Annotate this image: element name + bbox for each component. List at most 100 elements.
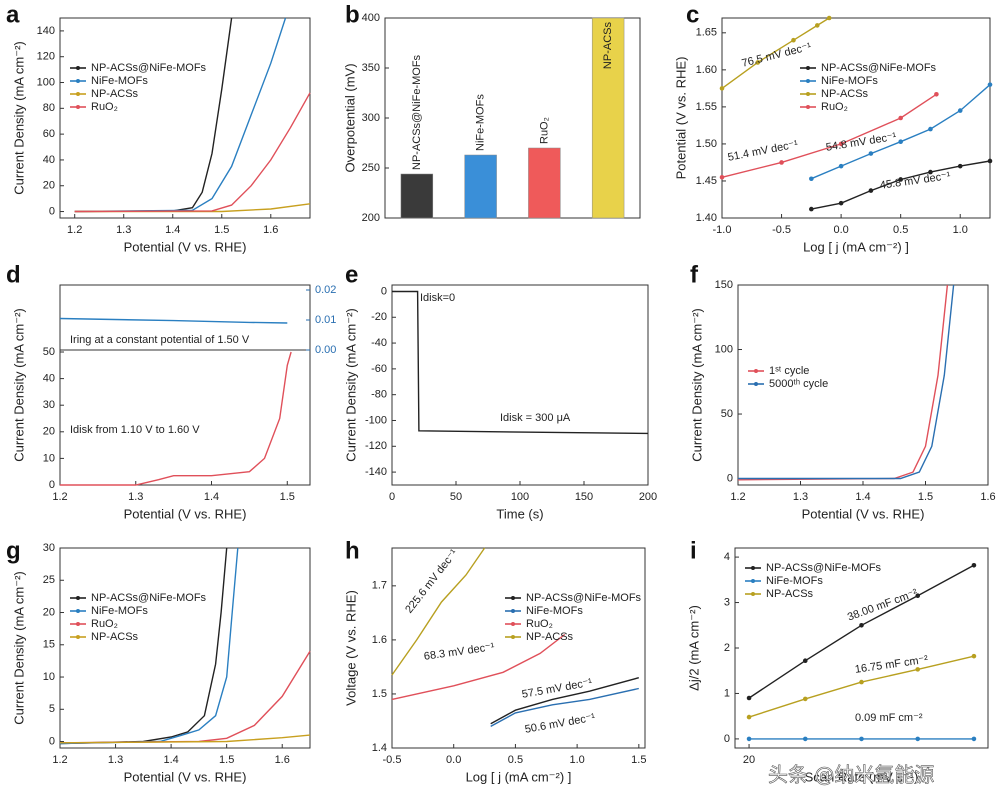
y-tick-label: -100 [365,414,387,426]
series-line [59,734,311,744]
x-tick-label: 20 [743,754,755,766]
x-tick-label: 1.5 [280,491,295,503]
x-tick-label: 1.5 [918,491,933,503]
legend-label: NP-ACSs@NiFe-MOFs [91,592,207,604]
legend-marker [806,79,810,83]
x-tick-label: 1.5 [219,754,234,766]
x-tick-label: -1.0 [713,224,732,236]
x-tick-label: -0.5 [772,224,791,236]
y-tick-label: 50 [721,408,733,420]
data-point [934,91,939,97]
panel-letter: d [6,261,21,288]
annotation: 45.8 mV dec⁻¹ [879,170,952,192]
y-tick-label: -60 [371,363,387,375]
legend-label: NP-ACSs@NiFe-MOFs [821,62,937,74]
data-point [838,200,844,206]
legend-marker [76,105,80,109]
legend-label: 1ˢᵗ cycle [769,365,809,377]
y-tick-label: 0 [724,733,730,745]
series-line [391,633,566,701]
data-point [859,622,864,628]
legend-label: NP-ACSs [526,631,574,643]
y-axis-title: Δj/2 (mA cm⁻²) [686,605,701,691]
legend-label: NP-ACSs@NiFe-MOFs [526,592,642,604]
data-point [802,696,808,702]
x-tick-label: 1.2 [67,224,82,236]
legend-marker [806,66,810,70]
series-line [490,677,639,725]
y-tick-label: 1.55 [696,101,717,113]
panel-letter: e [345,261,358,288]
series-line [74,92,311,213]
y-tick-label: 1.4 [372,742,387,754]
data-point [809,176,814,182]
y-tick-label: 10 [43,452,55,464]
bar-label: RuO₂ [538,117,550,144]
legend-marker [76,66,80,70]
legend-label: NiFe-MOFs [821,75,878,87]
x-tick-label: 1.3 [128,491,143,503]
legend-label: NP-ACSs@NiFe-MOFs [766,562,882,574]
y-axis-title: Potential (V vs. RHE) [673,57,688,180]
y-tick-label: 40 [43,373,55,385]
x-tick-label: 1.6 [275,754,290,766]
x-axis-title: Log [ j (mA cm⁻²) ] [466,769,572,784]
y2-tick-label: 0.01 [315,314,336,326]
y-tick-label: 1.6 [372,634,387,646]
series-line [59,317,288,324]
y-axis-title: Current Density (mA cm⁻²) [689,308,704,462]
y-tick-label: 1.5 [372,688,387,700]
series-line [59,547,228,745]
legend-label: NP-ACSs [91,631,139,643]
panel-letter: i [690,537,697,564]
y-tick-label: 200 [362,212,380,224]
series-line [60,351,292,486]
x-tick-label: 1.2 [52,754,67,766]
x-tick-label: 1.2 [52,491,67,503]
annotation: Iring at a constant potential of 1.50 V [70,334,250,346]
data-point [915,667,921,672]
data-point [859,736,864,742]
legend-marker [751,592,755,596]
x-tick-label: 1.4 [165,224,180,236]
data-point [868,151,874,156]
y-axis-title: Current Density (mA cm⁻²) [343,308,358,462]
series-line [738,284,955,480]
y-tick-label: 1.7 [372,580,387,592]
data-point [802,736,808,742]
legend-marker [751,566,755,570]
data-point [719,86,725,91]
y-tick-label: 30 [43,542,55,554]
x-axis-title: Potential (V vs. RHE) [124,769,247,784]
data-point [898,177,903,182]
bar [400,173,434,219]
series-line [59,650,311,744]
data-point [826,15,832,21]
legend-label: NP-ACSs [766,588,814,600]
panel-letter: g [6,537,21,564]
legend-label: RuO₂ [821,101,848,113]
panel-letter: a [6,1,20,28]
x-tick-label: 0.0 [833,224,848,236]
y-tick-label: 0 [727,472,733,484]
y-tick-label: -20 [371,311,387,323]
series-line [392,290,649,435]
y-tick-label: 50 [43,346,55,358]
x-axis-title: Time (s) [496,506,543,521]
annotation: Idisk=0 [420,292,455,304]
x-tick-label: 0.5 [893,224,908,236]
y-tick-label: 20 [43,180,55,192]
bar-label: NiFe-MOFs [475,94,487,151]
y-tick-label: 30 [43,399,55,411]
y-axis-title: Current Density (mA cm⁻²) [11,41,26,195]
x-tick-label: 1.3 [793,491,808,503]
x-tick-label: 0.5 [508,754,523,766]
y-tick-label: -120 [365,440,387,452]
plot-frame [59,17,311,219]
x-tick-label: 1.0 [569,754,584,766]
y-tick-label: 1 [724,687,730,699]
data-point [898,139,903,145]
y-tick-label: 300 [362,112,380,124]
legend-marker [76,635,80,639]
x-tick-label: 0.0 [446,754,461,766]
